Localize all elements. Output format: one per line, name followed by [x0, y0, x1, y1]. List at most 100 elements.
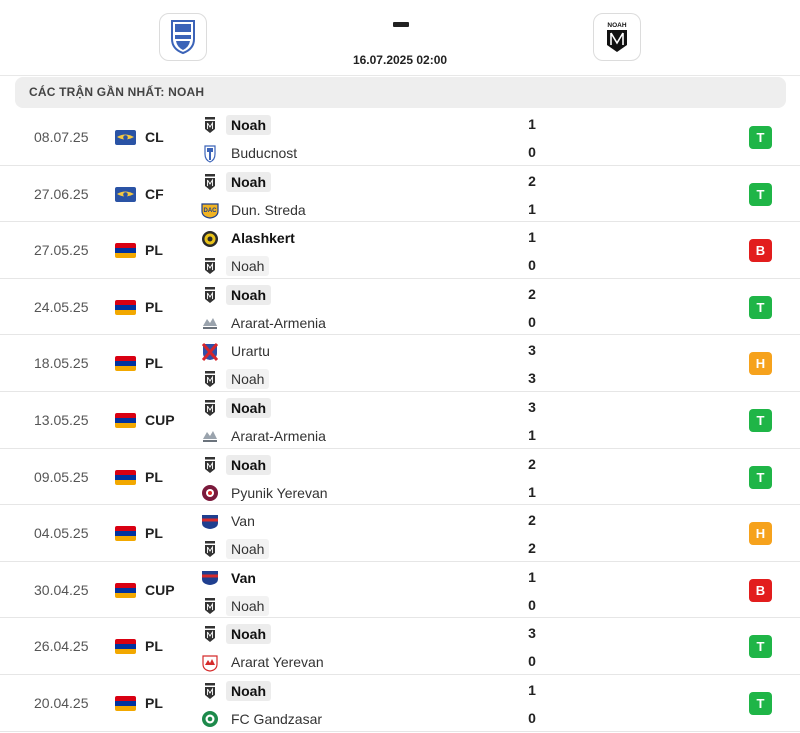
armenia-flag-icon: [115, 469, 136, 485]
competition-label: PL: [145, 242, 163, 259]
competition-label: PL: [145, 468, 163, 485]
away-team: Noah: [200, 538, 520, 560]
armenia-flag-icon: [115, 356, 136, 372]
home-team-name: Alashkert: [231, 230, 295, 247]
match-row[interactable]: 18.05.25 PL Urartu Noah 3 3 H: [0, 335, 800, 392]
match-date: 27.05.25: [34, 242, 89, 259]
match-row[interactable]: 08.07.25 CL Noah Buducnost 1 0 T: [0, 109, 800, 166]
international-flag-icon: [115, 186, 136, 202]
result-badge: T: [749, 126, 772, 149]
noah-icon: [200, 286, 220, 304]
away-score: 0: [528, 596, 536, 613]
match-date: 20.04.25: [34, 694, 89, 711]
home-team: Noah: [200, 114, 520, 136]
match-date: 24.05.25: [34, 298, 89, 315]
match-row[interactable]: 24.05.25 PL Noah Ararat-Armenia 2 0 T: [0, 279, 800, 336]
home-team: Noah: [200, 623, 520, 645]
match-row[interactable]: 04.05.25 PL Van Noah 2 2 H: [0, 505, 800, 562]
away-team-logo[interactable]: NOAH: [593, 13, 641, 61]
home-score: 1: [528, 116, 536, 132]
away-team: Noah: [200, 368, 520, 390]
away-team-name: Noah: [226, 256, 270, 277]
armenia-flag-icon: [115, 526, 136, 542]
match-row[interactable]: 20.04.25 PL Noah FC Gandzasar 1 0 T: [0, 675, 800, 732]
match-row[interactable]: 27.06.25 CF Noah DAC Dun. Streda 2 1 T: [0, 166, 800, 223]
home-team-name: Noah: [226, 284, 271, 305]
away-score: 3: [528, 370, 536, 387]
home-score: 3: [528, 398, 536, 415]
competition-label: PL: [145, 525, 163, 542]
away-score: 0: [528, 144, 536, 160]
away-team: Pyunik Yerevan: [200, 482, 520, 504]
home-team: Alashkert: [200, 227, 520, 249]
home-team-name: Noah: [226, 454, 271, 475]
match-row[interactable]: 09.05.25 PL Noah Pyunik Yerevan 2 1 T: [0, 449, 800, 506]
armenia-flag-icon: [115, 695, 136, 711]
armenia-flag-icon: [115, 639, 136, 655]
armenia-flag-icon: [115, 412, 136, 428]
away-team-name: FC Gandzasar: [231, 710, 323, 727]
noah-icon: [200, 371, 220, 388]
home-score: 3: [528, 342, 536, 359]
competition-label: PL: [145, 355, 163, 372]
competition-label: CUP: [145, 581, 175, 598]
noah-icon: [200, 541, 220, 558]
away-score: 1: [528, 200, 536, 217]
noah-icon: [200, 597, 220, 615]
away-team-name: Dun. Streda: [231, 201, 306, 218]
home-team-logo[interactable]: [159, 13, 207, 61]
match-date: 04.05.25: [34, 525, 89, 542]
home-team: Noah: [200, 397, 520, 419]
home-team: Noah: [200, 680, 520, 702]
away-team: Ararat-Armenia: [200, 312, 520, 334]
match-header: 16.07.2025 02:00 NOAH: [0, 0, 800, 76]
away-team: Noah: [200, 255, 520, 277]
ararat-yerevan-icon: [200, 654, 220, 672]
result-badge: T: [749, 182, 772, 206]
match-row[interactable]: 27.05.25 PL Alashkert Noah 1 0 B: [0, 222, 800, 279]
away-score: 1: [528, 426, 536, 443]
match-row[interactable]: 30.04.25 CUP Van Noah 1 0 B: [0, 562, 800, 619]
urartu-icon: [200, 342, 220, 361]
buducnost-shield-icon: [171, 20, 195, 55]
away-team-name: Buducnost: [231, 145, 298, 161]
away-team-name: Ararat Yerevan: [231, 654, 324, 671]
match-date: 30.04.25: [34, 581, 89, 598]
match-date: 09.05.25: [34, 468, 89, 485]
away-team-name: Ararat-Armenia: [231, 427, 326, 444]
noah-crest-icon: NOAH: [607, 22, 627, 52]
armenia-flag-icon: [115, 299, 136, 315]
away-team-name: Noah: [226, 539, 270, 560]
away-team-name: Ararat-Armenia: [231, 314, 326, 331]
home-score: 3: [528, 625, 536, 642]
pyunik-icon: [200, 485, 220, 502]
away-team-name: Noah: [226, 369, 270, 390]
result-badge: T: [749, 295, 772, 319]
home-team: Noah: [200, 171, 520, 193]
away-team: Ararat-Armenia: [200, 425, 520, 447]
match-date: 27.06.25: [34, 185, 89, 202]
noah-logo-text: NOAH: [607, 22, 626, 29]
match-date: 26.04.25: [34, 638, 89, 655]
match-date: 16.07.2025 02:00: [352, 53, 448, 67]
competition-label: CUP: [145, 411, 175, 428]
home-team: Urartu: [200, 340, 520, 362]
away-team: DAC Dun. Streda: [200, 199, 520, 221]
competition-label: PL: [145, 298, 163, 315]
match-date: 13.05.25: [34, 411, 89, 428]
away-team-name: Noah: [226, 595, 270, 616]
home-score: 2: [528, 285, 536, 302]
noah-icon: [200, 117, 220, 134]
match-row[interactable]: 13.05.25 CUP Noah Ararat-Armenia 3 1 T: [0, 392, 800, 449]
result-badge: H: [749, 522, 772, 546]
match-date: 08.07.25: [34, 129, 89, 145]
van-icon: [200, 570, 220, 587]
noah-icon: [200, 626, 220, 643]
away-score: 1: [528, 483, 536, 500]
noah-icon: [200, 456, 220, 474]
competition-label: PL: [145, 638, 163, 655]
competition-label: PL: [145, 694, 163, 711]
noah-icon: [200, 399, 220, 417]
score-separator: [393, 22, 409, 27]
match-row[interactable]: 26.04.25 PL Noah Ararat Yerevan 3 0 T: [0, 618, 800, 675]
